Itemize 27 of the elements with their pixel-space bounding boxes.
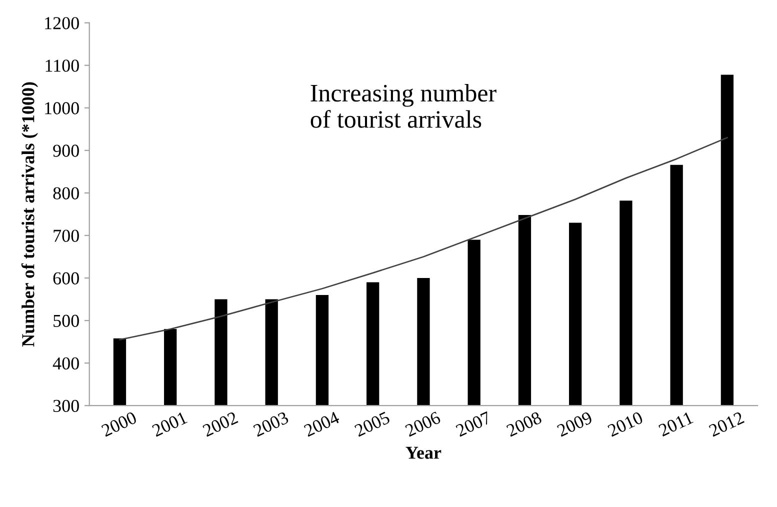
x-tick-label: 2001 [151,411,188,437]
y-axis-title: Number of tourist arrivals (*1000) [21,82,38,347]
y-tick-label: 1000 [45,102,79,114]
y-tick-label: 300 [53,400,79,412]
annotation: Increasing number of tourist arrivals [310,84,496,128]
x-axis-title: Year [406,446,442,459]
line-series [119,136,728,340]
y-tick-label: 1100 [46,60,79,72]
x-tick-label: 2012 [708,411,745,437]
x-tick-label: 2003 [252,411,290,437]
x-tick-label: 2005 [354,411,390,437]
x-tick-label: 2011 [658,411,694,437]
x-tick-label: 2004 [303,411,340,437]
x-tick-label: 2008 [506,411,542,437]
y-tick-label: 600 [53,272,79,284]
y-tick-label: 800 [53,187,79,200]
x-tick-label: 2006 [404,411,442,437]
x-tick-label: 2007 [455,411,492,437]
y-tick-label: 400 [52,357,79,370]
x-tick-label: 2000 [100,411,138,437]
x-tick-label: 2009 [556,411,593,437]
y-tick-label: 900 [53,144,79,157]
y-tick-label: 1200 [45,17,79,30]
x-tick-label: 2010 [607,411,644,437]
y-tick-label: 700 [54,230,79,242]
y-tick-label: 500 [54,314,79,327]
x-tick-label: 2002 [202,411,238,437]
